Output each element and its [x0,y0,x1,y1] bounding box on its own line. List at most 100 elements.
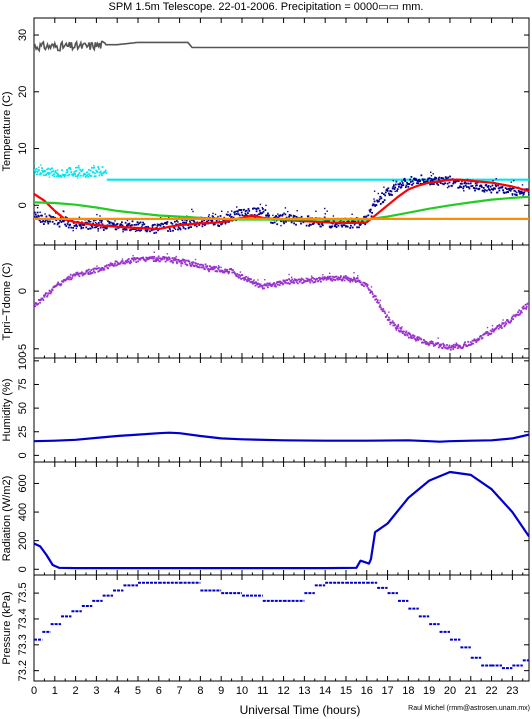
data-point [367,214,370,217]
data-point [461,182,463,185]
data-point [265,284,268,287]
data-point [141,224,144,226]
data-point [342,276,345,279]
data-point [325,277,327,280]
data-point [96,267,99,270]
data-point [292,280,295,282]
data-point [368,209,371,212]
data-point [394,323,397,326]
x-tick-label: 21 [465,685,477,697]
data-point [353,272,355,274]
data-point [504,321,507,324]
data-point [132,258,134,260]
data-point [334,279,337,281]
data-point [330,226,333,229]
data-point [455,342,457,344]
data-point [51,167,53,170]
data-point [517,311,519,314]
data-point [376,199,378,202]
data-point [452,343,455,346]
data-point [134,258,137,261]
data-point [514,190,517,193]
data-point [114,224,116,226]
data-point [522,193,525,196]
data-point [300,215,303,218]
data-point [84,176,87,178]
data-point [70,226,73,229]
data-point [308,280,311,282]
data-point [44,294,46,296]
data-point [494,187,496,190]
data-point [206,220,209,223]
data-point [353,276,355,279]
series-temperature-2 [34,162,108,179]
data-point [411,337,413,339]
data-point [197,263,199,265]
data-point [98,174,101,177]
data-point [126,259,129,261]
x-tick-label: 11 [257,685,268,697]
data-point [379,306,382,309]
data-point [516,314,519,316]
data-point [388,311,390,313]
data-point [65,225,68,227]
data-point [401,326,403,328]
data-point [282,220,285,223]
data-point [284,207,287,209]
data-point [233,272,236,274]
data-point [471,339,474,342]
data-point [420,338,423,341]
data-point [364,282,367,285]
data-point [123,227,126,230]
data-point [152,257,154,260]
data-point [309,281,312,284]
data-point [293,278,296,281]
data-point [331,225,333,228]
data-point [371,204,374,207]
panel-temperature: 0 10 20 30 Temperature (C) [1,17,530,246]
data-point [267,212,269,215]
data-point [41,214,43,217]
data-point [371,293,374,295]
data-point [335,223,337,225]
data-point [53,173,55,176]
data-point [393,184,395,187]
data-point [264,209,267,211]
data-point [255,281,257,284]
data-point [83,224,86,226]
data-point [382,308,385,310]
data-point [79,168,81,171]
data-point [99,171,101,174]
data-point [36,211,39,214]
data-point [398,185,400,188]
data-point [444,176,447,178]
data-point [235,275,238,278]
data-point [49,290,51,293]
data-point [401,330,403,333]
data-point [87,228,90,230]
data-point [126,229,128,231]
data-point [207,219,210,222]
data-point [329,272,331,274]
data-point [424,340,426,343]
data-point [248,279,251,282]
data-point [315,210,317,212]
data-point [392,185,395,188]
data-point [433,178,436,181]
data-point [350,224,352,227]
data-point [262,284,265,287]
data-point [340,224,343,227]
data-point [268,282,271,285]
data-point [100,221,103,224]
data-point [135,223,138,226]
data-point [354,280,357,282]
data-point [489,185,492,188]
data-point [263,287,265,290]
data-point [102,229,105,231]
data-point [437,184,440,186]
data-point [295,223,297,226]
data-point [177,221,179,223]
data-point [512,318,514,321]
data-point [53,175,56,178]
x-tick-label: 0 [31,685,37,697]
